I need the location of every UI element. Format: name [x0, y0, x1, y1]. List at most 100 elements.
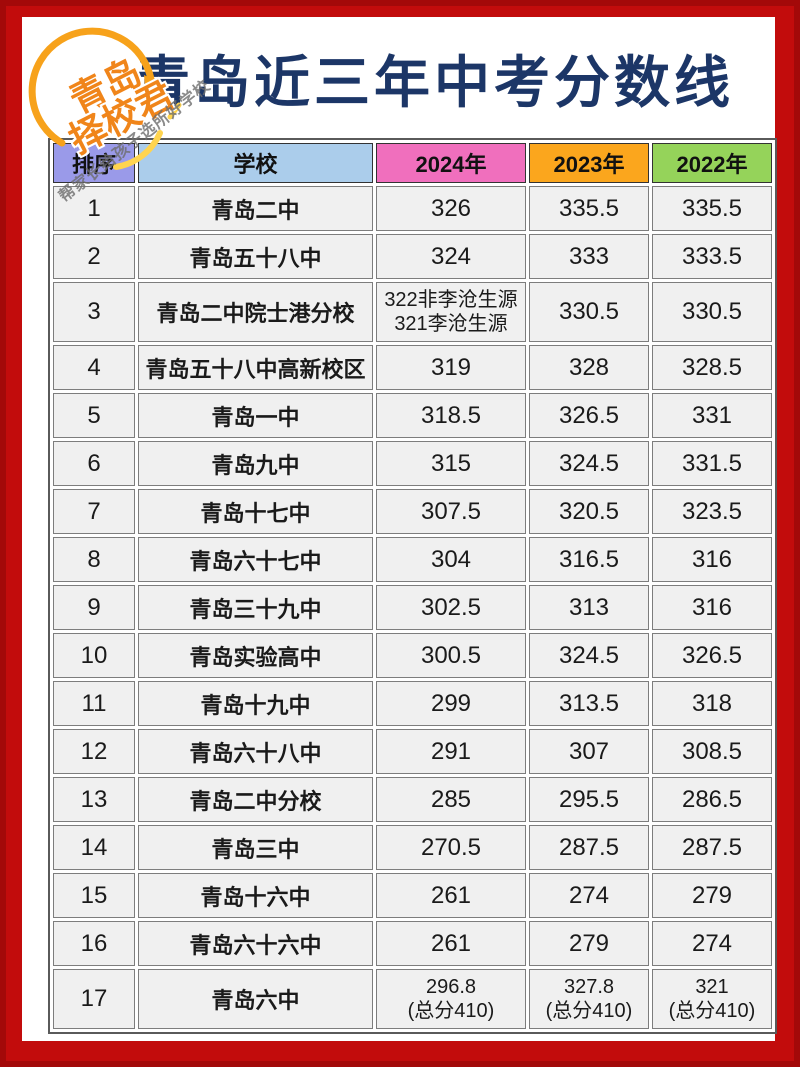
logo-stamp: 青岛 择校君 [24, 25, 199, 190]
school-cell: 青岛十九中 [138, 681, 373, 726]
table-row: 11 青岛十九中 299 313.5 318 [53, 681, 772, 726]
table-row: 16 青岛六十六中 261 279 274 [53, 921, 772, 966]
rank-cell: 2 [53, 234, 135, 279]
header-school: 学校 [138, 143, 373, 183]
score-2022-cell: 331.5 [652, 441, 772, 486]
score-2022-cell: 274 [652, 921, 772, 966]
table-body: 1 青岛二中 326 335.5 335.5 2 青岛五十八中 324 333 333.5 3 青岛二… [53, 186, 772, 1029]
score-2022-cell: 316 [652, 585, 772, 630]
score-2023-cell: 327.8 (总分410) [529, 969, 649, 1029]
rank-cell: 8 [53, 537, 135, 582]
school-cell: 青岛五十八中高新校区 [138, 345, 373, 390]
score-2022-cell: 321 (总分410) [652, 969, 772, 1029]
rank-cell: 12 [53, 729, 135, 774]
score-2023-cell: 313 [529, 585, 649, 630]
school-cell: 青岛实验高中 [138, 633, 373, 678]
score-2023-cell: 274 [529, 873, 649, 918]
scores-table: 排序 学校 2024年 2023年 2022年 1 青岛二中 326 335.5 335… [48, 138, 777, 1034]
table-row: 7 青岛十七中 307.5 320.5 323.5 [53, 489, 772, 534]
table-row: 4 青岛五十八中高新校区 319 328 328.5 [53, 345, 772, 390]
score-2024-cell: 285 [376, 777, 526, 822]
school-cell: 青岛二中院士港分校 [138, 282, 373, 342]
score-2022-cell: 323.5 [652, 489, 772, 534]
table-row: 17 青岛六中 296.8 (总分410) 327.8 (总分410) 321 (总分4… [53, 969, 772, 1029]
score-2024-cell: 300.5 [376, 633, 526, 678]
score-2023-cell: 335.5 [529, 186, 649, 231]
school-cell: 青岛二中分校 [138, 777, 373, 822]
rank-cell: 6 [53, 441, 135, 486]
school-cell: 青岛十六中 [138, 873, 373, 918]
score-2022-cell: 316 [652, 537, 772, 582]
header-2023: 2023年 [529, 143, 649, 183]
score-2024-cell: 291 [376, 729, 526, 774]
score-2022-cell: 279 [652, 873, 772, 918]
rank-cell: 13 [53, 777, 135, 822]
table-row: 2 青岛五十八中 324 333 333.5 [53, 234, 772, 279]
rank-cell: 11 [53, 681, 135, 726]
table-row: 13 青岛二中分校 285 295.5 286.5 [53, 777, 772, 822]
school-cell: 青岛十七中 [138, 489, 373, 534]
rank-cell: 16 [53, 921, 135, 966]
score-2022-cell: 331 [652, 393, 772, 438]
logo-swoosh-icon [28, 27, 182, 170]
school-cell: 青岛五十八中 [138, 234, 373, 279]
school-cell: 青岛九中 [138, 441, 373, 486]
table-row: 8 青岛六十七中 304 316.5 316 [53, 537, 772, 582]
rank-cell: 5 [53, 393, 135, 438]
rank-cell: 1 [53, 186, 135, 231]
school-cell: 青岛六十八中 [138, 729, 373, 774]
rank-cell: 4 [53, 345, 135, 390]
score-2023-cell: 324.5 [529, 633, 649, 678]
table-row: 9 青岛三十九中 302.5 313 316 [53, 585, 772, 630]
page: 青岛 择校君 帮家长给孩子选所好学校 青岛近三年中考分数线 排序 学校 2024… [22, 17, 777, 1041]
score-2024-cell: 319 [376, 345, 526, 390]
rank-cell: 3 [53, 282, 135, 342]
school-cell: 青岛三中 [138, 825, 373, 870]
score-2022-cell: 326.5 [652, 633, 772, 678]
rank-cell: 10 [53, 633, 135, 678]
table-row: 12 青岛六十八中 291 307 308.5 [53, 729, 772, 774]
score-2022-cell: 333.5 [652, 234, 772, 279]
rank-cell: 15 [53, 873, 135, 918]
score-2024-cell: 304 [376, 537, 526, 582]
school-cell: 青岛三十九中 [138, 585, 373, 630]
score-2023-cell: 295.5 [529, 777, 649, 822]
table-row: 3 青岛二中院士港分校 322非李沧生源 321李沧生源 330.5 330.5 [53, 282, 772, 342]
score-2024-cell: 322非李沧生源 321李沧生源 [376, 282, 526, 342]
header-2022: 2022年 [652, 143, 772, 183]
score-2023-cell: 324.5 [529, 441, 649, 486]
rank-cell: 14 [53, 825, 135, 870]
table-row: 14 青岛三中 270.5 287.5 287.5 [53, 825, 772, 870]
school-cell: 青岛二中 [138, 186, 373, 231]
score-2023-cell: 279 [529, 921, 649, 966]
page-title: 青岛近三年中考分数线 [134, 51, 734, 114]
score-2024-cell: 324 [376, 234, 526, 279]
score-2024-cell: 307.5 [376, 489, 526, 534]
score-2023-cell: 333 [529, 234, 649, 279]
table-row: 10 青岛实验高中 300.5 324.5 326.5 [53, 633, 772, 678]
score-2022-cell: 286.5 [652, 777, 772, 822]
score-2023-cell: 307 [529, 729, 649, 774]
rank-cell: 17 [53, 969, 135, 1029]
table-row: 1 青岛二中 326 335.5 335.5 [53, 186, 772, 231]
score-2022-cell: 330.5 [652, 282, 772, 342]
table-header-row: 排序 学校 2024年 2023年 2022年 [53, 143, 772, 183]
score-2024-cell: 315 [376, 441, 526, 486]
score-2023-cell: 328 [529, 345, 649, 390]
score-2024-cell: 261 [376, 921, 526, 966]
rank-cell: 9 [53, 585, 135, 630]
score-2023-cell: 330.5 [529, 282, 649, 342]
score-2022-cell: 287.5 [652, 825, 772, 870]
table-row: 5 青岛一中 318.5 326.5 331 [53, 393, 772, 438]
score-2023-cell: 313.5 [529, 681, 649, 726]
score-2024-cell: 299 [376, 681, 526, 726]
score-2023-cell: 326.5 [529, 393, 649, 438]
score-2024-cell: 326 [376, 186, 526, 231]
score-2024-cell: 296.8 (总分410) [376, 969, 526, 1029]
score-2022-cell: 335.5 [652, 186, 772, 231]
score-2024-cell: 302.5 [376, 585, 526, 630]
score-2022-cell: 318 [652, 681, 772, 726]
header-2024: 2024年 [376, 143, 526, 183]
school-cell: 青岛六十六中 [138, 921, 373, 966]
table-row: 6 青岛九中 315 324.5 331.5 [53, 441, 772, 486]
